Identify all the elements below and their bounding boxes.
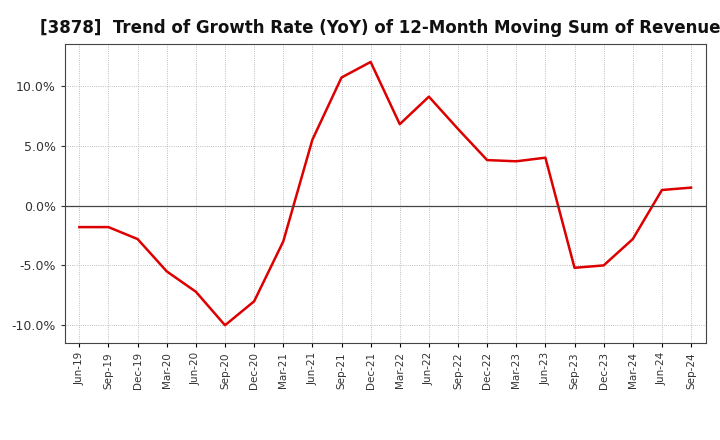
Title: [3878]  Trend of Growth Rate (YoY) of 12-Month Moving Sum of Revenues: [3878] Trend of Growth Rate (YoY) of 12-… <box>40 19 720 37</box>
